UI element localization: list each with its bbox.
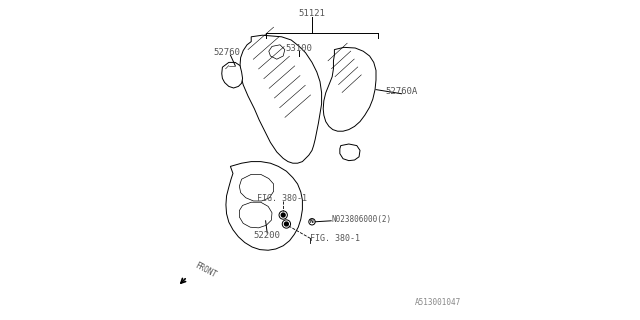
Polygon shape xyxy=(340,144,360,161)
Text: A513001047: A513001047 xyxy=(415,298,461,307)
Text: FRONT: FRONT xyxy=(193,261,218,280)
Polygon shape xyxy=(269,45,285,59)
Text: FIG. 380-1: FIG. 380-1 xyxy=(310,234,360,243)
Text: 52760A: 52760A xyxy=(385,87,418,96)
Circle shape xyxy=(284,222,288,226)
Text: N: N xyxy=(310,219,314,224)
Polygon shape xyxy=(239,174,274,201)
Circle shape xyxy=(282,213,285,217)
Text: 52200: 52200 xyxy=(254,231,280,240)
Text: N023806000(2): N023806000(2) xyxy=(332,215,391,224)
Polygon shape xyxy=(222,62,243,88)
Text: 52760: 52760 xyxy=(214,48,241,57)
Polygon shape xyxy=(240,35,322,163)
Text: 53100: 53100 xyxy=(286,44,312,52)
Text: FIG. 380-1: FIG. 380-1 xyxy=(257,194,307,203)
Polygon shape xyxy=(239,202,272,228)
Text: 51121: 51121 xyxy=(299,9,325,18)
Polygon shape xyxy=(323,47,376,131)
Polygon shape xyxy=(226,162,302,250)
